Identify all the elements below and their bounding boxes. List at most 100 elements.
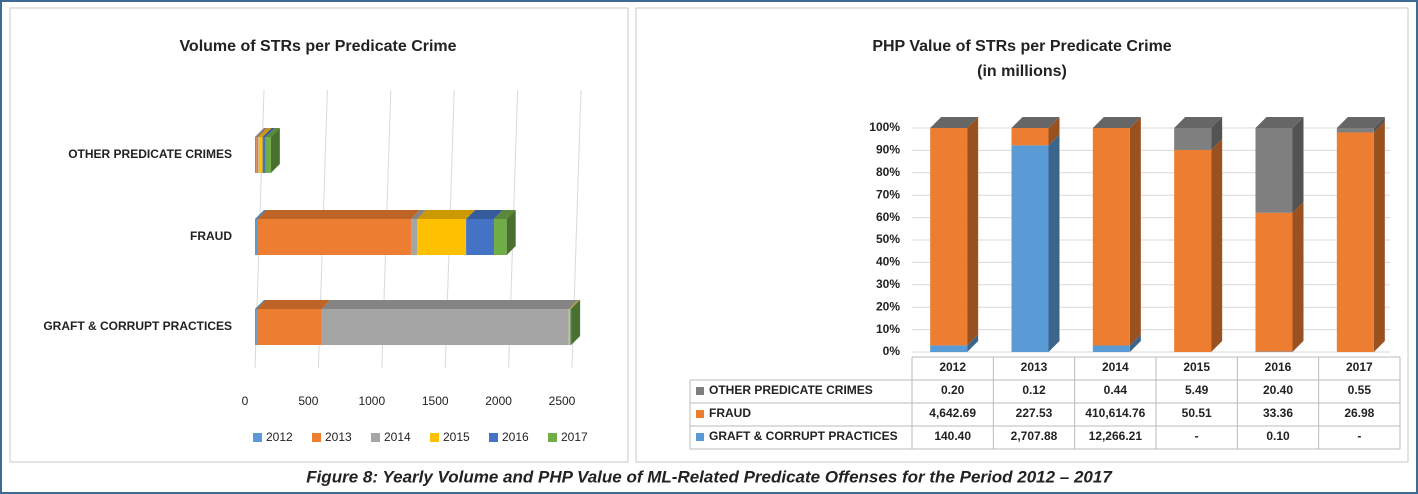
bar — [1336, 132, 1374, 352]
caption: Figure 8: Yearly Volume and PHP Value of… — [306, 467, 1113, 486]
table-cell: 4,642.69 — [929, 406, 976, 420]
table-cell: 33.36 — [1263, 406, 1293, 420]
legend-label: 2015 — [443, 430, 470, 444]
bar-depth — [1292, 117, 1304, 213]
bar-depth — [571, 300, 581, 345]
bar — [1255, 212, 1293, 352]
chart-title: PHP Value of STRs per Predicate Crime — [872, 38, 1171, 55]
bar — [1092, 345, 1130, 352]
bar-depth — [568, 300, 580, 309]
table-cell: 26.98 — [1344, 406, 1374, 420]
legend-label: OTHER PREDICATE CRIMES — [709, 383, 873, 397]
bar-depth — [410, 210, 427, 219]
bar-depth — [256, 128, 268, 137]
legend-label: GRAFT & CORRUPT PRACTICES — [709, 429, 898, 443]
bar — [1174, 149, 1212, 352]
bar — [258, 137, 259, 173]
legend-swatch — [430, 433, 439, 442]
bar-depth — [967, 334, 979, 352]
bar — [1336, 128, 1374, 133]
legend-swatch — [696, 410, 704, 418]
legend-label: 2012 — [266, 430, 293, 444]
table-cell: 227.53 — [1016, 406, 1053, 420]
bar — [1092, 128, 1130, 346]
bar-depth — [1255, 117, 1304, 128]
table-cell: 0.12 — [1022, 383, 1046, 397]
bar-depth — [1292, 340, 1304, 352]
legend-swatch — [253, 433, 262, 442]
bar-depth — [255, 300, 266, 309]
bar — [1011, 128, 1049, 146]
x-tick-label: 2000 — [485, 394, 512, 408]
legend-swatch — [371, 433, 380, 442]
legend-swatch — [696, 387, 704, 395]
x-tick-label: 2014 — [1102, 360, 1129, 374]
bar — [255, 309, 257, 345]
bar-depth — [1336, 117, 1385, 128]
bar — [494, 219, 507, 255]
table-cell: - — [1195, 429, 1199, 443]
bar — [410, 219, 418, 255]
legend-label: FRAUD — [709, 406, 751, 420]
bar — [1174, 128, 1212, 150]
x-tick-label: 500 — [298, 394, 318, 408]
bar-depth — [1211, 117, 1223, 150]
x-tick-label: 2015 — [1183, 360, 1210, 374]
y-tick-label: FRAUD — [190, 229, 232, 243]
y-tick-label: 40% — [876, 255, 900, 269]
bar — [256, 309, 322, 345]
table-cell: 50.51 — [1182, 406, 1212, 420]
bar-depth — [262, 128, 275, 137]
bar-depth — [506, 210, 516, 255]
y-tick-label: 90% — [876, 143, 900, 157]
y-tick-label: 100% — [869, 120, 900, 134]
bar-depth — [1129, 117, 1141, 346]
table-cell: 140.40 — [934, 429, 971, 443]
bar-depth — [1092, 117, 1141, 128]
table-cell: 12,266.21 — [1089, 429, 1143, 443]
y-tick-label: 70% — [876, 187, 900, 201]
bar-depth — [256, 300, 331, 309]
bar-depth — [1373, 117, 1385, 133]
bar — [257, 219, 411, 255]
bar — [258, 137, 263, 173]
bar-depth — [255, 210, 267, 219]
bar-depth — [257, 210, 420, 219]
y-tick-label: 50% — [876, 232, 900, 246]
bar-depth — [570, 300, 581, 309]
table-cell: 0.10 — [1266, 429, 1290, 443]
bar — [1011, 145, 1049, 352]
bar — [417, 219, 467, 255]
bar-depth — [930, 117, 979, 128]
table-cell: 2,707.88 — [1011, 429, 1058, 443]
x-tick-label: 2012 — [939, 360, 966, 374]
bar-depth — [258, 128, 272, 137]
bar — [930, 128, 968, 346]
bar — [321, 309, 569, 345]
bar-depth — [1129, 334, 1141, 352]
bar — [255, 137, 257, 173]
bar-depth — [1129, 117, 1141, 129]
bar — [256, 137, 259, 173]
x-tick-label: 1000 — [358, 394, 385, 408]
x-tick-label: 0 — [242, 394, 249, 408]
bar — [466, 219, 495, 255]
bar-depth — [967, 117, 979, 129]
table-cell: 0.44 — [1104, 383, 1128, 397]
table-cell: 5.49 — [1185, 383, 1209, 397]
bar — [255, 219, 258, 255]
bar-depth — [466, 210, 504, 219]
y-tick-label: 60% — [876, 210, 900, 224]
legend-swatch — [489, 433, 498, 442]
bar-depth — [417, 210, 476, 219]
bar-depth — [265, 128, 280, 137]
bar-depth — [1373, 121, 1385, 352]
bar-depth — [967, 117, 979, 346]
table-cell: 0.20 — [941, 383, 965, 397]
bar — [930, 345, 968, 352]
y-tick-label: OTHER PREDICATE CRIMES — [68, 147, 232, 161]
bar-depth — [1174, 117, 1223, 128]
